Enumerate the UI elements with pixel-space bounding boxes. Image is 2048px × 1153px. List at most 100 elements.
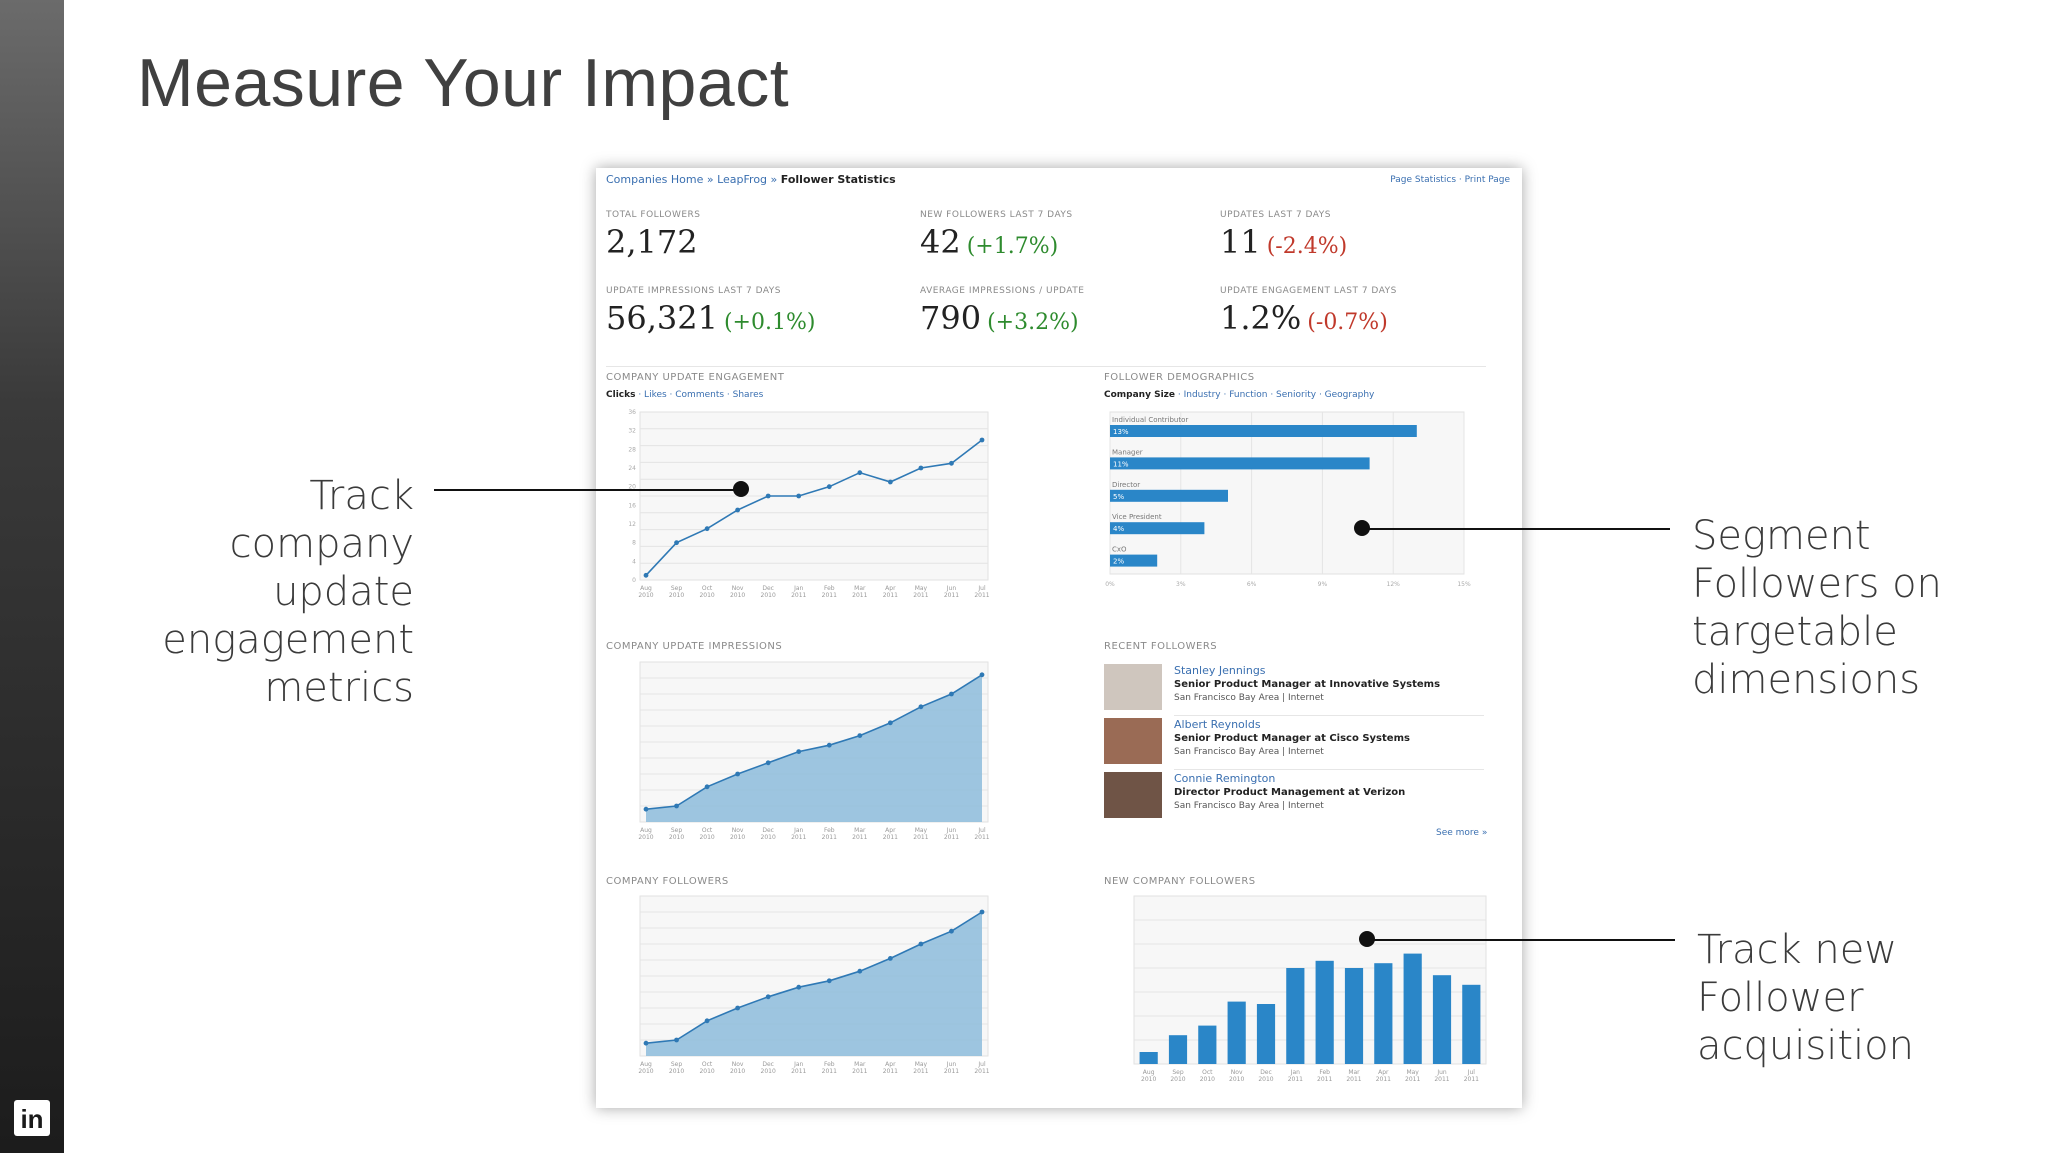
follower-location: San Francisco Bay Area | Internet (1174, 801, 1324, 811)
stat-avg-impressions: AVERAGE IMPRESSIONS / UPDATE 790 (+3.2%) (920, 286, 1084, 337)
tab-others[interactable]: · Likes · Comments · Shares (638, 390, 764, 400)
x-tick-label: 2011 (913, 592, 928, 599)
x-tick-label: Apr (885, 585, 896, 592)
x-tick-label: Mar (1348, 1069, 1360, 1076)
callout-line: update (273, 569, 414, 615)
data-point (887, 956, 893, 961)
x-tick-label: 2010 (730, 834, 745, 841)
callout-line: Track new (1697, 927, 1898, 973)
stat-impressions: UPDATE IMPRESSIONS LAST 7 DAYS 56,321 (+0… (606, 286, 815, 337)
panel-title-new-followers: NEW COMPANY FOLLOWERS (1104, 876, 1256, 887)
leader-line (1367, 939, 1675, 941)
x-tick-label: Apr (885, 1061, 896, 1068)
bar (1198, 1025, 1217, 1064)
bar (1110, 522, 1205, 535)
data-point (949, 691, 954, 697)
data-point (796, 984, 802, 990)
follower-title: Senior Product Manager at Innovative Sys… (1174, 679, 1441, 690)
demographics-bar-chart: 0% 3% 6% 9% 12% 15% Individual Contributor 13% M… (1105, 411, 1471, 588)
see-more-link[interactable]: See more » (1436, 828, 1488, 838)
x-tick-label: 2010 (699, 592, 714, 599)
follower-name[interactable]: Albert Reynolds (1174, 718, 1261, 731)
avatar[interactable] (1104, 718, 1162, 764)
x-tick-label: 2010 (669, 592, 684, 599)
x-tick-label: Mar (854, 585, 866, 592)
follower-title: Senior Product Manager at Cisco Systems (1174, 733, 1410, 744)
x-tick-label: Jan (1290, 1069, 1300, 1076)
follower-location: San Francisco Bay Area | Internet (1174, 747, 1324, 757)
stat-new-followers: NEW FOLLOWERS LAST 7 DAYS 42 (+1.7%) (920, 210, 1073, 261)
x-tick-label: Jul (977, 1061, 986, 1068)
x-tick-label: Oct (1202, 1069, 1213, 1076)
follower-name[interactable]: Stanley Jennings (1174, 664, 1266, 677)
stat-label: TOTAL FOLLOWERS (606, 210, 701, 220)
x-tick-label: 2011 (883, 1068, 898, 1075)
callout-acquisition: Track new Follower acquisition (1697, 926, 1914, 1070)
breadcrumb: Companies Home » LeapFrog » Follower Sta… (606, 173, 896, 186)
stat-number: 42 (920, 223, 961, 261)
x-tick-label: Sep (1172, 1069, 1184, 1076)
x-tick-label: Feb (824, 827, 835, 834)
breadcrumb-home[interactable]: Companies Home (606, 173, 704, 186)
data-point (704, 526, 710, 532)
x-tick-label: Sep (671, 585, 683, 592)
data-point (826, 742, 832, 748)
tab-clicks[interactable]: Clicks (606, 390, 636, 400)
x-tick-label: Jul (977, 585, 986, 592)
bar (1286, 968, 1305, 1064)
bar (1110, 425, 1417, 437)
leader-dot (1354, 520, 1370, 536)
panel-title-demographics: FOLLOWER DEMOGRAPHICS (1104, 372, 1255, 383)
category-label: Individual Contributor (1112, 416, 1188, 424)
x-tick-label: 12% (1387, 581, 1401, 588)
data-point (765, 493, 771, 499)
demographics-tabs[interactable]: Company Size · Industry · Function · Sen… (1104, 390, 1374, 400)
x-tick-label: Jun (946, 585, 957, 592)
data-point (735, 507, 741, 513)
x-tick-label: 2010 (699, 834, 714, 841)
tab-company-size[interactable]: Company Size (1104, 390, 1175, 400)
recent-follower-item[interactable]: Stanley Jennings Senior Product Manager … (1104, 664, 1484, 716)
x-tick-label: 2010 (669, 1068, 684, 1075)
x-tick-label: Oct (702, 827, 713, 834)
data-point (765, 760, 771, 766)
x-tick-label: 2010 (638, 834, 653, 841)
x-tick-label: Aug (1143, 1069, 1155, 1076)
breadcrumb-company[interactable]: LeapFrog (717, 173, 768, 186)
avatar[interactable] (1104, 772, 1162, 818)
stat-change: (-0.7%) (1307, 310, 1388, 335)
x-tick-label: 2011 (974, 834, 989, 841)
x-tick-label: Jan (793, 585, 803, 592)
data-point (857, 968, 863, 974)
follower-statistics-screenshot: Companies Home » LeapFrog » Follower Sta… (596, 168, 1522, 1108)
bar (1139, 1052, 1158, 1064)
engagement-tabs[interactable]: Clicks · Likes · Comments · Shares (606, 390, 763, 400)
data-point (949, 460, 954, 466)
follower-name[interactable]: Connie Remington (1174, 772, 1276, 785)
stat-label: NEW FOLLOWERS LAST 7 DAYS (920, 210, 1073, 220)
stat-total-followers: TOTAL FOLLOWERS 2,172 (606, 210, 701, 261)
callout-engagement: Track company update engagement metrics (162, 472, 414, 712)
x-tick-label: 2011 (1464, 1076, 1479, 1083)
tab-others[interactable]: · Industry · Function · Seniority · Geog… (1177, 390, 1375, 400)
callout-line: acquisition (1697, 1023, 1914, 1069)
avatar[interactable] (1104, 664, 1162, 710)
leader-line (1362, 528, 1670, 530)
x-tick-label: 2011 (974, 1068, 989, 1075)
recent-follower-item[interactable]: Albert Reynolds Senior Product Manager a… (1104, 718, 1484, 770)
callout-line: company (229, 521, 414, 567)
x-tick-label: 2011 (974, 592, 989, 599)
stat-number: 2,172 (606, 223, 698, 261)
data-point (949, 928, 954, 934)
x-tick-label: 2011 (852, 834, 867, 841)
data-point (735, 771, 741, 777)
series-line (645, 911, 983, 1044)
x-tick-label: 2011 (1288, 1076, 1303, 1083)
data-point (643, 572, 649, 578)
x-tick-label: Nov (732, 585, 744, 592)
callout-line: metrics (264, 665, 414, 711)
recent-follower-item[interactable]: Connie Remington Director Product Manage… (1104, 772, 1484, 824)
x-tick-label: 2011 (822, 592, 837, 599)
page-links[interactable]: Page Statistics · Print Page (1390, 175, 1510, 185)
x-tick-label: 2011 (944, 834, 959, 841)
